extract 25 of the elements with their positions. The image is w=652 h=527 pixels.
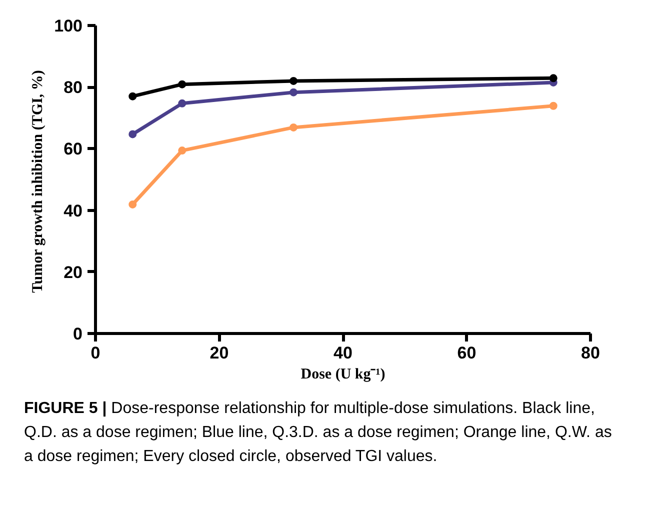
x-tick-label: 0 (90, 344, 100, 362)
y-tick-label: 100 (54, 16, 83, 36)
y-tick-label: 80 (64, 78, 83, 98)
x-tick-label: 40 (334, 344, 352, 362)
point (290, 76, 298, 85)
point (128, 130, 137, 138)
x-tick-label: 20 (210, 344, 229, 362)
y-axis-title: Tumor growth inhibition (TGI, %) (30, 70, 46, 293)
point (178, 146, 186, 155)
point (178, 99, 186, 108)
point (290, 88, 298, 96)
caption: FIGURE 5 | Dose-response relationship for multiple-dose simulations. Black line, Q.D. as a dose regimen; Blue line, Q.3.D. as a dose regimen; Orange line, Q.W. as a dose regimen; Every closed circle, observed TGI values. (24, 399, 613, 467)
point (128, 200, 137, 208)
x-tick-label: 80 (581, 344, 600, 362)
y-tick-label: 20 (64, 262, 83, 282)
point (178, 80, 186, 88)
x-tick-label: 60 (457, 344, 476, 362)
point (128, 92, 137, 100)
y-tick-label: 60 (64, 140, 83, 159)
y-tick-label: 40 (64, 201, 83, 220)
y-tick-label: 0 (73, 324, 83, 344)
point (549, 74, 558, 82)
point (549, 102, 558, 110)
point (290, 123, 298, 132)
x-axis-title: Dose (U kg⁻¹) (300, 366, 386, 382)
